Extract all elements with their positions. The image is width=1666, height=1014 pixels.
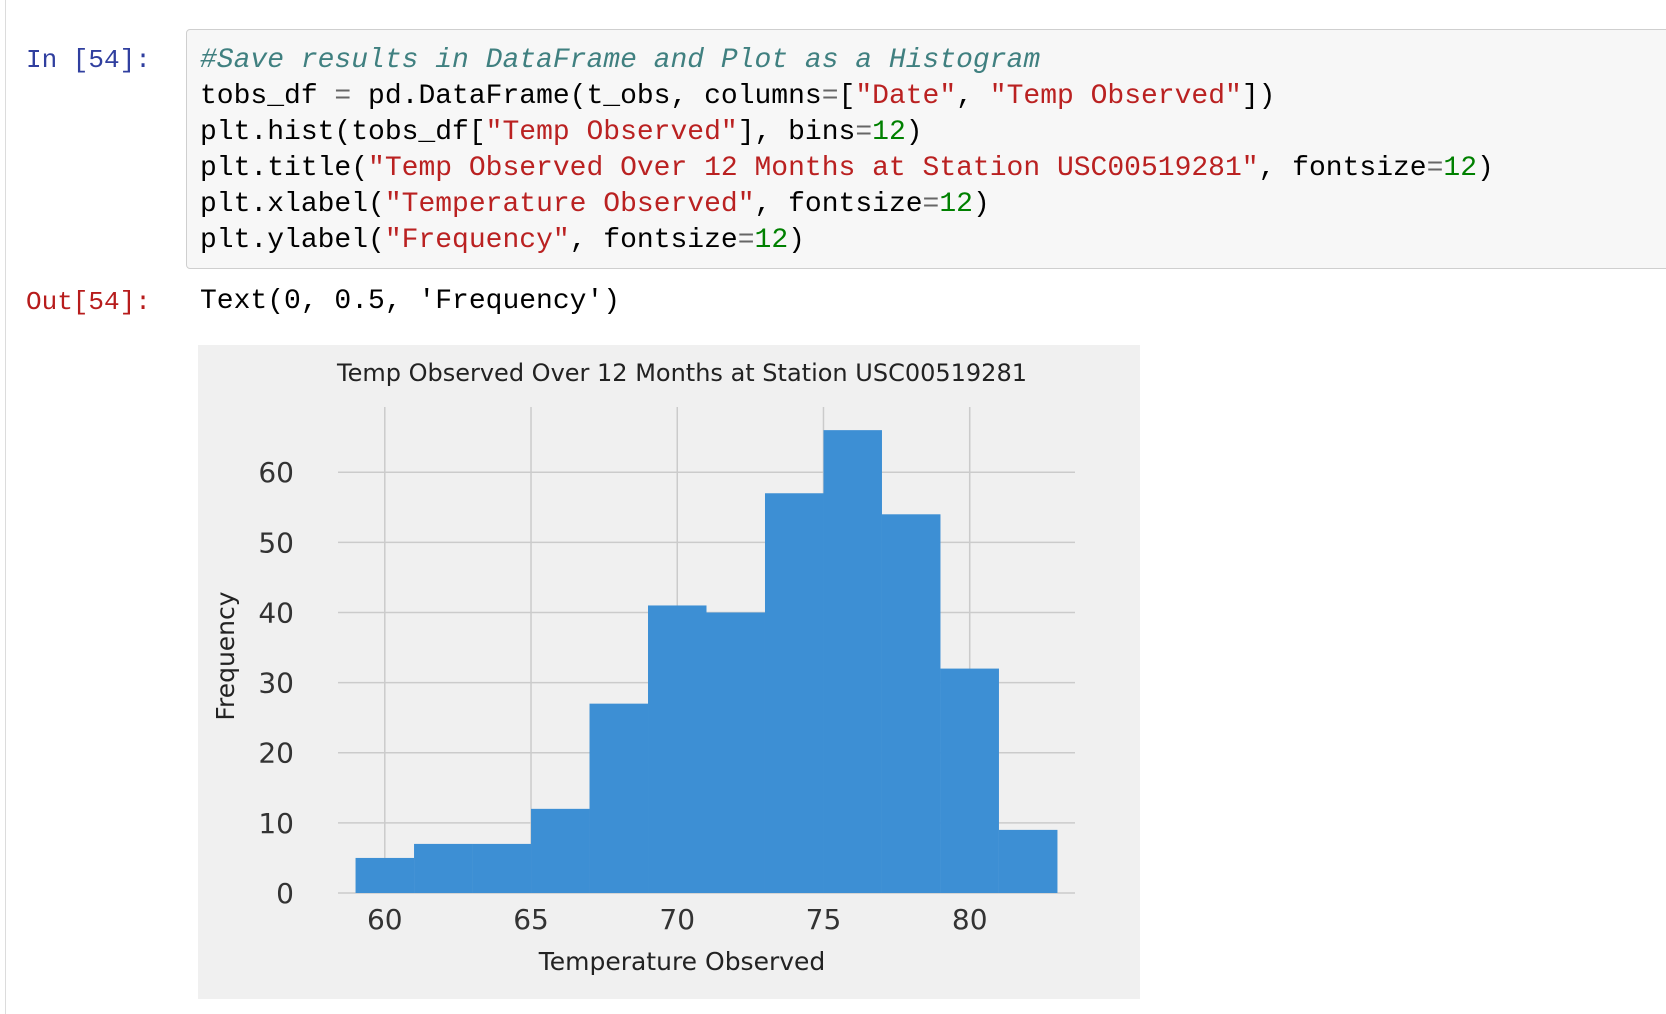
code-line: tobs_df = pd.DataFrame(t_obs, columns=["… xyxy=(200,79,1494,115)
code-input-area[interactable] xyxy=(186,29,1666,269)
histogram-bar xyxy=(940,668,999,893)
code-token: ) xyxy=(972,189,990,220)
code-token: "Temp Observed Over 12 Months at Station… xyxy=(368,153,1259,184)
y-tick-label: 30 xyxy=(258,667,294,700)
code-token: = xyxy=(821,81,839,112)
code-token: , xyxy=(956,81,990,112)
code-line: plt.xlabel("Temperature Observed", fonts… xyxy=(200,187,1494,223)
code-token: pd.DataFrame(t_obs, columns xyxy=(351,81,822,112)
code-token: "Temp Observed" xyxy=(485,117,738,148)
y-tick-label: 40 xyxy=(258,596,294,629)
y-axis-label: Frequency xyxy=(211,591,240,720)
code-token: , fontsize xyxy=(754,189,923,220)
histogram-bar xyxy=(648,605,707,893)
y-tick-label: 50 xyxy=(258,526,294,559)
histogram-bars xyxy=(355,430,1058,893)
code-token: , fontsize xyxy=(569,225,738,256)
code-token: = xyxy=(922,189,940,220)
code-line: plt.ylabel("Frequency", fontsize=12) xyxy=(200,223,1494,259)
chart-title: Temp Observed Over 12 Months at Station … xyxy=(336,359,1027,387)
code-token: tobs_df xyxy=(200,81,335,112)
x-tick-label: 75 xyxy=(806,903,842,936)
histogram-bar xyxy=(472,843,532,893)
code-token: 12 xyxy=(1443,153,1478,184)
code-token: [ xyxy=(838,81,856,112)
code-token: 12 xyxy=(872,117,906,148)
code-editor[interactable]: #Save results in DataFrame and Plot as a… xyxy=(200,43,1494,259)
code-token: plt.title( xyxy=(200,153,369,184)
code-token: "Temperature Observed" xyxy=(384,189,755,220)
histogram-bar xyxy=(531,808,590,893)
code-token: = xyxy=(334,81,352,112)
code-token: "Temp Observed" xyxy=(989,81,1242,112)
x-tick-label: 65 xyxy=(513,903,549,936)
code-token: = xyxy=(855,117,873,148)
y-tick-label: 20 xyxy=(258,737,294,770)
cell-left-border xyxy=(5,0,6,1014)
code-token: ) xyxy=(788,225,805,256)
code-token: #Save results in DataFrame and Plot as a… xyxy=(200,45,1041,76)
code-line: plt.hist(tobs_df["Temp Observed"], bins=… xyxy=(200,115,1494,151)
output-prompt: Out[54]: xyxy=(26,287,151,317)
histogram-bar xyxy=(706,612,765,893)
x-tick-label: 80 xyxy=(952,903,988,936)
tick-labels: 60 65 70 75 80 0 10 20 30 40 50 60 xyxy=(258,456,987,936)
histogram-bar xyxy=(881,514,941,893)
histogram-bar xyxy=(998,829,1058,893)
code-token: "Date" xyxy=(855,81,957,112)
histogram-bar xyxy=(764,493,824,893)
code-token: 12 xyxy=(754,225,789,256)
code-token: = xyxy=(737,225,755,256)
code-token: ) xyxy=(1477,153,1494,184)
code-token: , fontsize xyxy=(1258,153,1427,184)
histogram-bar xyxy=(355,857,415,893)
code-token: plt.xlabel( xyxy=(200,189,385,220)
y-tick-label: 10 xyxy=(258,807,294,840)
histogram-bar xyxy=(589,703,649,893)
code-token: = xyxy=(1426,153,1444,184)
histogram-bar xyxy=(823,430,882,893)
input-prompt: In [54]: xyxy=(26,45,151,75)
histogram-bar xyxy=(414,843,473,893)
code-line: plt.title("Temp Observed Over 12 Months … xyxy=(200,151,1494,187)
code-token: plt.ylabel( xyxy=(200,225,385,256)
x-tick-label: 60 xyxy=(367,903,403,936)
x-axis-label: Temperature Observed xyxy=(538,947,826,976)
histogram-figure: 60 65 70 75 80 0 10 20 30 40 50 60 Temp Observed Ov… xyxy=(198,345,1140,999)
y-tick-label: 0 xyxy=(276,877,294,910)
x-tick-label: 70 xyxy=(659,903,695,936)
code-token: ) xyxy=(905,117,923,148)
histogram-chart: 60 65 70 75 80 0 10 20 30 40 50 60 Temp Observed Ov… xyxy=(211,359,1075,976)
output-text: Text(0, 0.5, 'Frequency') xyxy=(200,286,621,317)
code-token: ], bins xyxy=(737,117,856,148)
y-tick-label: 60 xyxy=(258,456,294,489)
code-token: plt.hist(tobs_df[ xyxy=(200,117,486,148)
code-token: 12 xyxy=(939,189,973,220)
code-token: ]) xyxy=(1241,81,1276,112)
code-line: #Save results in DataFrame and Plot as a… xyxy=(200,43,1494,79)
code-token: "Frequency" xyxy=(384,225,570,256)
